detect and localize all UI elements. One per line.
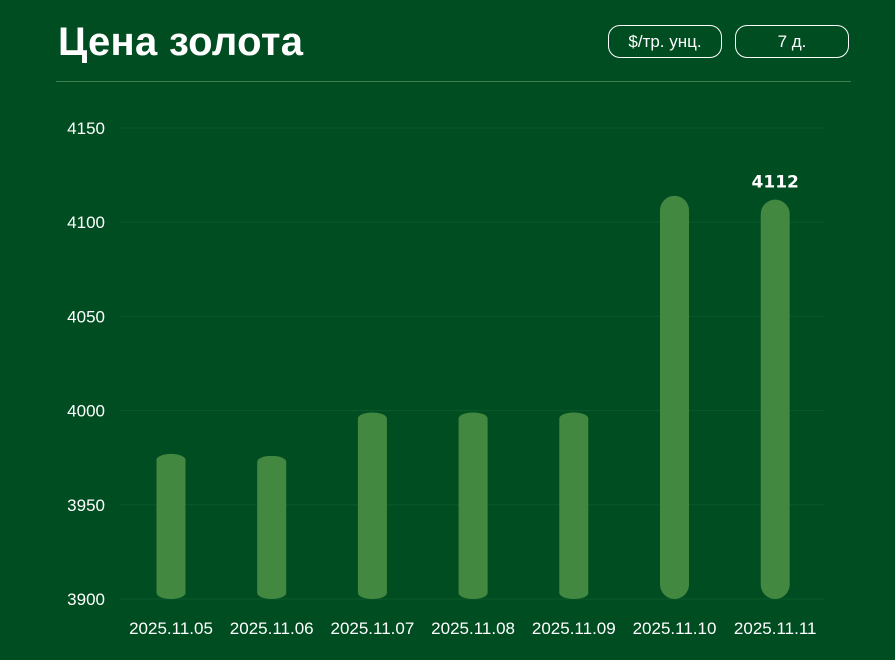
x-tick-label: 2025.11.07: [330, 619, 414, 638]
x-axis: 2025.11.05 2025.11.06 2025.11.07 2025.11.08…: [129, 619, 816, 638]
bar[interactable]: [156, 453, 186, 599]
bar[interactable]: [760, 199, 790, 600]
header-divider: [56, 81, 851, 82]
x-tick-label: 2025.11.06: [230, 619, 314, 638]
y-axis: 4150 4100 4050 4000 3950 3900: [67, 119, 105, 609]
x-tick-label: 2025.11.08: [431, 619, 515, 638]
y-tick-label: 3950: [67, 496, 105, 515]
y-tick-label: 4100: [67, 213, 105, 232]
x-tick-label: 2025.11.11: [734, 619, 817, 638]
unit-toggle-button[interactable]: $/тр. унц.: [608, 25, 722, 58]
x-tick-label: 2025.11.05: [129, 619, 213, 638]
period-select-button[interactable]: 7 д.: [735, 25, 849, 58]
chart-bars: [156, 195, 790, 600]
y-tick-label: 4050: [67, 307, 105, 326]
bar[interactable]: [559, 412, 589, 599]
bar[interactable]: [257, 455, 287, 599]
bar[interactable]: [357, 412, 387, 599]
chart-data-labels: 4112: [752, 173, 799, 193]
bar[interactable]: [458, 412, 488, 599]
page-title: Цена золота: [58, 20, 304, 64]
data-label: 4112: [752, 173, 799, 193]
x-tick-label: 2025.11.10: [633, 619, 717, 638]
bar[interactable]: [660, 195, 689, 599]
y-tick-label: 4150: [67, 119, 105, 138]
y-tick-label: 4000: [67, 402, 105, 421]
x-tick-label: 2025.11.09: [532, 619, 616, 638]
y-tick-label: 3900: [67, 590, 105, 609]
